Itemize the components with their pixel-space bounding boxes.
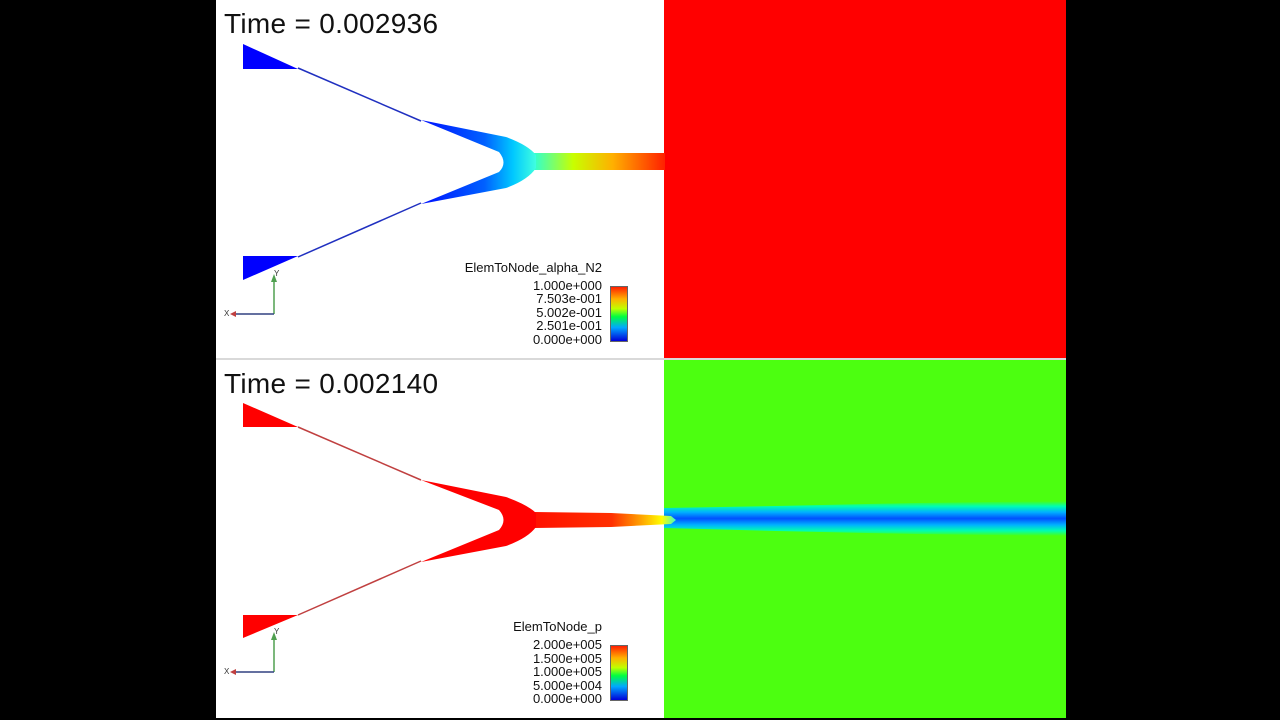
axis-x-label: X <box>224 667 230 676</box>
legend-tick: 1.000e+005 <box>532 664 602 679</box>
pressure-feed-line-upper <box>297 426 422 481</box>
time-label: Time = 0.002936 <box>224 8 439 39</box>
pressure-inlet-lower <box>243 615 298 638</box>
visualization-frame: Y X Time = 0.002936 ElemToNode_alpha_N2 … <box>216 0 1066 718</box>
pressure-jet-plume <box>664 501 1066 536</box>
legend-tick: 1.500e+005 <box>532 651 602 666</box>
legend-tick: 5.002e-001 <box>536 305 602 320</box>
axis-x-label: X <box>224 309 230 318</box>
legend-tick: 1.000e+000 <box>532 278 602 293</box>
time-label: Time = 0.002140 <box>224 368 439 399</box>
legend-color-bar <box>610 645 628 701</box>
panel-divider <box>216 358 1066 360</box>
legend-tick: 0.000e+000 <box>532 691 602 706</box>
legend-tick: 2.501e-001 <box>536 318 602 333</box>
legend-tick: 2.000e+005 <box>532 637 602 652</box>
legend-color-bar <box>610 286 628 342</box>
pressure-field-plot: Y X <box>224 360 1066 718</box>
alpha-feed-line-upper <box>297 67 422 122</box>
alpha-field-region <box>664 0 1066 358</box>
legend-tick: 0.000e+000 <box>532 332 602 347</box>
alpha-outlet-channel <box>534 153 665 170</box>
pressure-feed-line-lower <box>297 560 422 616</box>
legend-title: ElemToNode_alpha_N2 <box>464 260 602 275</box>
alpha-n2-field-plot: Y X <box>224 0 1066 358</box>
legend-tick: 5.000e+004 <box>532 678 602 693</box>
panel-pressure: Y X Time = 0.002140 ElemToNode_p 2.000e+… <box>216 360 1066 718</box>
alpha-inlet-upper <box>243 44 298 69</box>
pressure-outlet-channel <box>534 512 676 528</box>
pressure-inlet-upper <box>243 403 298 427</box>
axes-triad <box>230 632 277 675</box>
pressure-mixing-junction <box>421 480 536 562</box>
legend-tick: 7.503e-001 <box>536 291 602 306</box>
axis-y-label: Y <box>274 627 280 636</box>
axes-triad <box>230 274 277 317</box>
alpha-feed-line-lower <box>297 202 422 258</box>
alpha-inlet-lower <box>243 256 298 280</box>
pressure-field-region <box>664 360 1066 718</box>
alpha-mixing-junction <box>421 120 536 204</box>
panel-alpha-n2: Y X Time = 0.002936 ElemToNode_alpha_N2 … <box>216 0 1066 358</box>
legend-title: ElemToNode_p <box>513 619 602 634</box>
axis-y-label: Y <box>274 269 280 278</box>
